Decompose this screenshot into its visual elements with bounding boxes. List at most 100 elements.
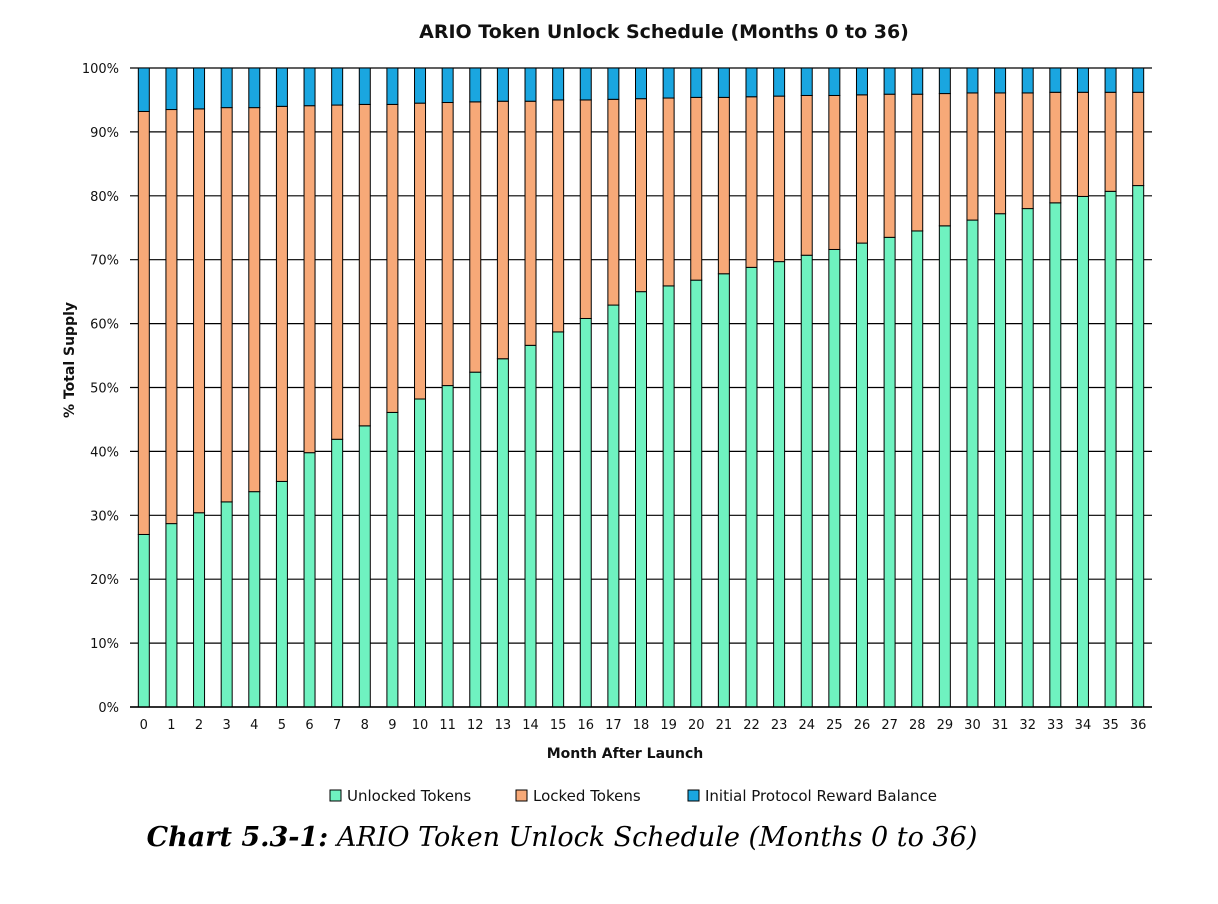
y-tick-label: 50%: [90, 382, 119, 397]
y-tick-label: 60%: [90, 318, 119, 333]
bar-segment: [773, 261, 786, 708]
bar-segment: [193, 512, 206, 708]
x-tick-label: 10: [412, 718, 429, 733]
x-tick-label: 31: [992, 718, 1009, 733]
bar-segment: [662, 67, 675, 99]
bar-segment: [994, 92, 1007, 215]
bar-segment: [855, 94, 868, 244]
x-tick-label: 25: [826, 718, 843, 733]
legend-swatch: [515, 789, 528, 802]
bar-segment: [441, 67, 454, 104]
bar-segment: [690, 96, 703, 281]
bar-segment: [331, 104, 344, 440]
y-tick-label: 40%: [90, 445, 119, 460]
bar-segment: [496, 358, 509, 708]
legend-label: Locked Tokens: [533, 787, 641, 805]
bar-segment: [552, 99, 565, 333]
x-tick-label: 6: [305, 718, 313, 733]
bar-segment: [607, 304, 620, 708]
bar-segment: [552, 67, 565, 101]
bar-segment: [938, 225, 951, 708]
bar-segment: [938, 67, 951, 95]
bar-segment: [496, 67, 509, 102]
bar-segment: [662, 97, 675, 287]
legend-swatch: [687, 789, 700, 802]
bar-segment: [165, 523, 178, 708]
x-tick-label: 7: [333, 718, 341, 733]
bar-segment: [855, 242, 868, 708]
figure-caption: Chart 5.3-1: ARIO Token Unlock Schedule …: [0, 822, 1124, 853]
x-tick-label: 0: [140, 718, 148, 733]
bar-segment: [165, 109, 178, 525]
bar-segment: [469, 101, 482, 373]
bar-segment: [275, 105, 288, 482]
bar-segment: [994, 213, 1007, 708]
bar-segment: [414, 67, 427, 104]
legend-label: Unlocked Tokens: [347, 787, 471, 805]
bar-segment: [1132, 185, 1145, 708]
x-tick-label: 33: [1047, 718, 1064, 733]
bar-segment: [883, 93, 896, 238]
x-tick-label: 9: [388, 718, 396, 733]
bar-segment: [193, 108, 206, 514]
token-unlock-chart: ARIO Token Unlock Schedule (Months 0 to …: [62, 21, 1152, 805]
bar-segment: [1076, 91, 1089, 197]
bar-segment: [579, 317, 592, 708]
bar-segment: [524, 344, 537, 708]
bar-segment: [717, 96, 730, 275]
bar-segment: [220, 67, 233, 109]
bar-segment: [1132, 67, 1145, 93]
bar-segment: [966, 67, 979, 94]
bar-segment: [635, 98, 647, 293]
x-tick-label: 11: [439, 718, 456, 733]
bar-segment: [855, 67, 868, 96]
bar-segment: [469, 67, 482, 103]
x-tick-label: 5: [278, 718, 286, 733]
y-tick-label: 70%: [90, 254, 119, 269]
bar-segment: [745, 67, 758, 98]
x-tick-label: 21: [716, 718, 733, 733]
chart-title: ARIO Token Unlock Schedule (Months 0 to …: [419, 21, 909, 43]
bar-segment: [717, 273, 730, 708]
x-tick-label: 24: [798, 718, 815, 733]
bar-segment: [717, 67, 730, 98]
bar-segment: [1049, 91, 1062, 204]
bar-segment: [579, 67, 592, 101]
bar-segment: [635, 291, 647, 708]
x-tick-label: 8: [361, 718, 369, 733]
bar-segment: [828, 94, 841, 250]
x-axis-ticks: 0 1 2 3 4 5 6 7 8 9 10 11 12 13 14 15 16 17 18 19 20 21 22 23 24…: [140, 718, 1147, 733]
bar-segment: [275, 480, 288, 708]
bar-segment: [137, 67, 150, 112]
y-tick-label: 20%: [90, 573, 119, 588]
bar-segment: [607, 67, 620, 100]
bar-segment: [1021, 92, 1034, 210]
bar-segment: [800, 94, 813, 256]
x-tick-label: 4: [250, 718, 258, 733]
bar-segment: [496, 100, 509, 360]
bar-segment: [828, 248, 841, 708]
bar-segment: [911, 67, 924, 95]
x-tick-label: 36: [1130, 718, 1147, 733]
bar-segment: [745, 266, 758, 708]
y-tick-label: 90%: [90, 126, 119, 141]
x-tick-label: 30: [964, 718, 981, 733]
bar-segment: [193, 67, 206, 110]
x-axis-label: Month After Launch: [547, 746, 704, 762]
bar-segment: [662, 285, 675, 708]
chart-bars: [130, 67, 1152, 708]
bar-segment: [1104, 190, 1117, 708]
bar-segment: [441, 385, 454, 708]
bar-segment: [220, 107, 233, 503]
bar-segment: [938, 93, 951, 227]
bar-segment: [1132, 91, 1145, 187]
bar-segment: [137, 533, 150, 708]
bar-segment: [386, 411, 399, 708]
bar-segment: [220, 501, 233, 708]
x-tick-label: 17: [605, 718, 622, 733]
bar-segment: [800, 67, 813, 96]
bar-segment: [414, 398, 427, 708]
bar-segment: [1104, 91, 1117, 192]
bar-segment: [911, 230, 924, 708]
chart-legend: Unlocked Tokens Locked Tokens Initial Prot…: [329, 787, 937, 805]
